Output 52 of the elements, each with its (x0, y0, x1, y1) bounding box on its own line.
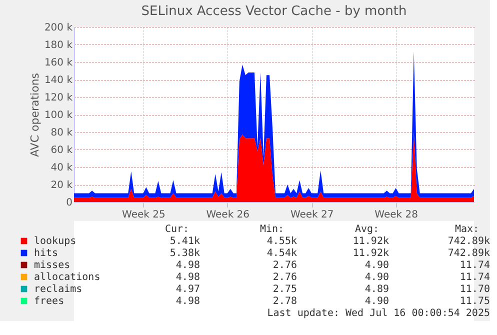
text: 2.75 (272, 284, 297, 295)
text: Max: (454, 224, 480, 235)
y-tick-label: 80 k (50, 128, 73, 138)
y-tick-label: 0 (66, 198, 72, 208)
y-tick-label: 180 k (44, 40, 73, 51)
y-tick-label: 140 k (44, 75, 73, 86)
text: 4.90 (364, 296, 389, 307)
text: 11.92k (352, 248, 389, 259)
legend-label: lookups (34, 236, 76, 247)
text: 2.76 (272, 260, 297, 271)
text: 742.89k (448, 236, 490, 247)
y-tick-label: 200 k (44, 22, 73, 34)
x-tick-label: Week 26 (206, 210, 250, 220)
text: 4.98 (176, 296, 200, 307)
y-tick-label: 160 k (44, 58, 73, 68)
y-tick-label: 40 k (50, 162, 73, 174)
x-tick-label: Week 28 (374, 210, 418, 220)
y-axis-title: AVC operations (28, 72, 42, 158)
text: 4.89 (364, 284, 389, 295)
text: 5.38k (170, 248, 200, 259)
text: 11.74 (460, 260, 490, 271)
text: Min: (260, 224, 284, 235)
text: Avg: (354, 224, 380, 235)
legend-label: hits (34, 248, 58, 259)
text: Cur: (164, 224, 190, 235)
text: Last update: Wed Jul 16 00:00:54 2025 (267, 308, 490, 319)
text: 4.98 (176, 272, 200, 283)
text: 4.55k (266, 236, 297, 247)
text: 5.41k (170, 236, 200, 247)
y-tick-label: 100 k (44, 110, 73, 121)
text: 11.92k (352, 236, 389, 247)
x-tick-label: Week 25 (122, 210, 166, 220)
text: 2.78 (272, 296, 297, 307)
text: 4.97 (176, 284, 200, 295)
text: 11.75 (460, 296, 490, 307)
chart-title: SELinux Access Vector Cache - by month (141, 4, 407, 19)
text: 2.76 (272, 272, 297, 283)
text: 742.89k (448, 248, 490, 259)
legend-label: misses (34, 260, 70, 271)
text: 4.54k (266, 248, 297, 259)
text: 4.90 (364, 272, 389, 283)
text: 4.98 (176, 260, 200, 271)
text: 4.90 (364, 260, 389, 271)
legend-label: allocations (34, 272, 100, 283)
legend-label: reclaims (34, 284, 82, 295)
text: 11.70 (460, 284, 490, 295)
text: 11.74 (460, 272, 490, 283)
y-tick-label: 60 k (50, 145, 73, 156)
x-tick-label: Week 27 (290, 210, 334, 220)
y-tick-label: 20 k (50, 180, 73, 191)
legend-label: frees (34, 296, 64, 307)
y-tick-label: 120 k (44, 92, 73, 104)
